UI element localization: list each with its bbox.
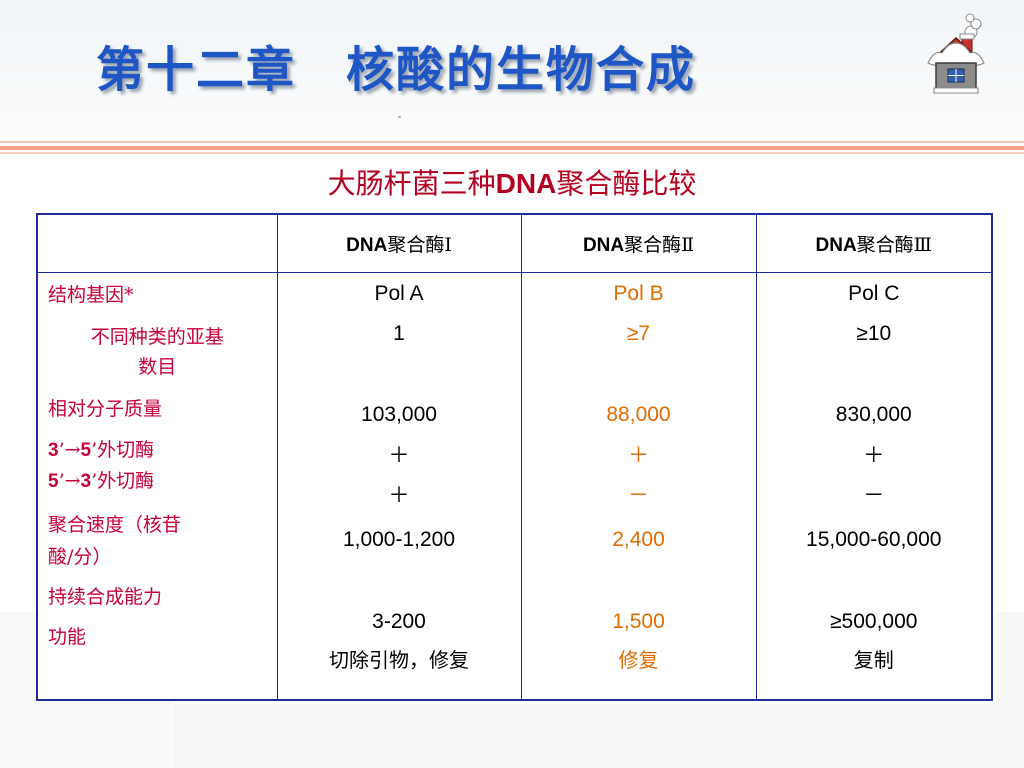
label-part: 5 [80, 439, 92, 461]
value-structural-gene: Pol B [613, 281, 664, 305]
table-header-row: DNA聚合酶Ⅰ DNA聚合酶Ⅱ DNA聚合酶Ⅲ [36, 213, 993, 273]
value-subunits: ≥7 [626, 321, 651, 345]
pol-3-values-cell: Pol C ≥10 830,000 ＋ － 15,000-60,000 ≥500… [755, 271, 993, 701]
background-panel [174, 704, 1024, 768]
header-zh: 聚合酶Ⅱ [624, 233, 695, 256]
value-polymerization-rate: 2,400 [612, 527, 665, 551]
header-background [0, 0, 1024, 140]
table-caption: 大肠杆菌三种DNA聚合酶比较 [0, 162, 1024, 202]
page-title: 第十二章 核酸的生物合成 [96, 42, 697, 98]
header-latin: DNA [582, 234, 625, 256]
comparison-table: DNA聚合酶Ⅰ DNA聚合酶Ⅱ DNA聚合酶Ⅲ 结构基因* 不同种类的亚基 数目… [36, 213, 993, 701]
value-processivity: 1,500 [612, 609, 665, 633]
value-polymerization-rate: 1,000-1,200 [342, 527, 456, 551]
value-function: 切除引物，修复 [329, 647, 469, 672]
label-molecular-weight: 相对分子质量 [48, 397, 163, 420]
label-part: ’外切酶 [91, 438, 155, 461]
label-structural-gene: 结构基因* [48, 283, 134, 306]
header-cell-pol-2: DNA聚合酶Ⅱ [520, 213, 757, 273]
value-structural-gene: Pol A [374, 281, 424, 305]
label-subunit-count: 数目 [138, 355, 177, 378]
header-cell-pol-1: DNA聚合酶Ⅰ [276, 213, 522, 273]
pol-2-values-cell: Pol B ≥7 88,000 ＋ － 2,400 1,500 修复 [520, 271, 757, 701]
label-processivity: 持续合成能力 [48, 585, 163, 608]
value-exonuclease-5-3: － [628, 483, 649, 507]
value-molecular-weight: 103,000 [361, 402, 437, 426]
decorative-dot [398, 116, 401, 118]
caption-part: 聚合酶比较 [556, 167, 697, 200]
header-cell-empty [36, 213, 278, 273]
value-exonuclease-3-5: ＋ [388, 443, 410, 467]
value-subunits: 1 [393, 321, 405, 345]
label-subunit-types: 不同种类的亚基 [90, 325, 224, 348]
label-polymerization-rate: 聚合速度（核苷 [48, 513, 182, 536]
value-function: 复制 [853, 647, 894, 672]
value-molecular-weight: 830,000 [835, 402, 912, 426]
header-latin: DNA [346, 234, 388, 256]
header-zh: 聚合酶Ⅲ [856, 233, 932, 256]
value-subunits: ≥10 [856, 321, 892, 345]
value-exonuclease-5-3: ＋ [388, 483, 410, 507]
value-processivity: ≥500,000 [830, 609, 918, 633]
value-function: 修复 [618, 647, 659, 672]
divider-line [0, 141, 1024, 143]
value-polymerization-rate: 15,000-60,000 [806, 527, 942, 551]
label-exonuclease-5-3: 5’→3’外切酶 [38, 469, 277, 494]
label-part: 5 [48, 470, 59, 492]
table-body-row: 结构基因* 不同种类的亚基 数目 相对分子质量 3’→5’外切酶 5’→3’外切… [36, 271, 993, 701]
value-molecular-weight: 88,000 [606, 402, 671, 426]
caption-part: 大肠杆菌三种 [327, 167, 496, 200]
header-cell-pol-3: DNA聚合酶Ⅲ [755, 213, 993, 273]
label-part: 3 [48, 439, 59, 461]
caption-part: DNA [495, 168, 557, 199]
pol-1-values-cell: Pol A 1 103,000 ＋ ＋ 1,000-1,200 3-200 切除… [276, 271, 522, 701]
divider-line [0, 152, 1024, 154]
value-structural-gene: Pol C [848, 281, 900, 305]
label-part: ’→ [58, 438, 81, 461]
label-part: ’→ [58, 469, 81, 492]
header-latin: DNA [815, 234, 857, 256]
header-zh: 聚合酶Ⅰ [387, 233, 452, 256]
label-polymerization-rate-unit: 酸/分） [48, 545, 112, 568]
value-exonuclease-3-5: ＋ [863, 443, 885, 467]
value-exonuclease-3-5: ＋ [628, 443, 649, 467]
label-exonuclease-3-5: 3’→5’外切酶 [38, 438, 277, 463]
snowy-house-icon [927, 13, 985, 94]
label-function: 功能 [48, 625, 87, 648]
label-part: 3 [80, 470, 92, 492]
value-processivity: 3-200 [372, 609, 426, 633]
row-labels-cell: 结构基因* 不同种类的亚基 数目 相对分子质量 3’→5’外切酶 5’→3’外切… [36, 271, 278, 701]
label-part: ’外切酶 [91, 469, 155, 492]
divider-line [0, 146, 1024, 150]
value-exonuclease-5-3: － [863, 483, 885, 507]
